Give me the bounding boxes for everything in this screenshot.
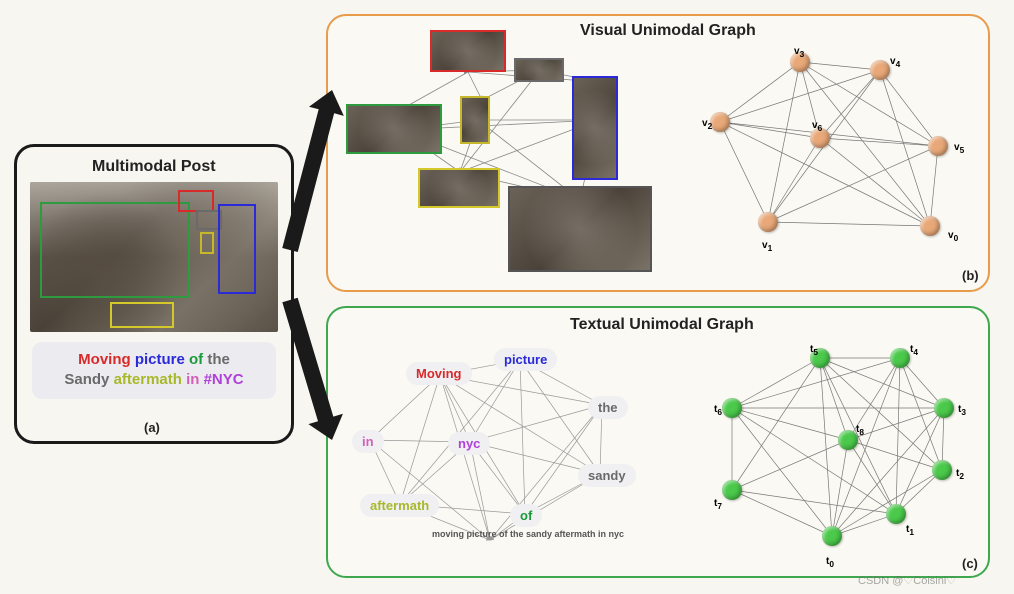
watermark: CSDN @♡Coisini♡ [858,574,956,587]
connector-arrows [0,0,1014,594]
